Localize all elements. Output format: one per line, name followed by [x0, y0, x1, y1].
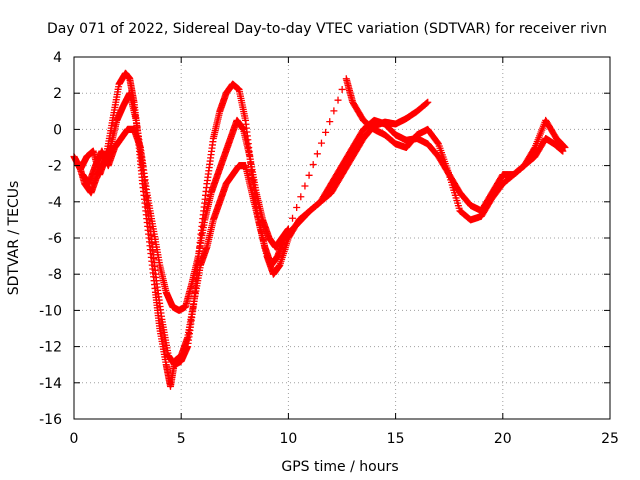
data-point: [322, 128, 330, 136]
chart-title: Day 071 of 2022, Sidereal Day-to-day VTE…: [47, 21, 607, 37]
series-track-a: [70, 69, 432, 390]
y-tick-label: -6: [48, 231, 62, 247]
y-tick-label: -4: [48, 195, 62, 211]
y-tick-label: 4: [53, 50, 62, 66]
x-tick-label: 20: [494, 431, 512, 447]
x-tick-label: 25: [601, 431, 619, 447]
x-axis-label: GPS time / hours: [281, 459, 398, 475]
x-tick-label: 10: [279, 431, 297, 447]
y-tick-label: -10: [39, 303, 62, 319]
data-point: [434, 139, 442, 147]
y-tick-label: -12: [39, 340, 62, 356]
data-point: [313, 150, 321, 158]
x-tick-label: 0: [70, 431, 79, 447]
data-point: [284, 225, 292, 233]
y-tick-label: -14: [39, 376, 62, 392]
data-point: [309, 161, 317, 169]
axis-ticks: 0 5 10 15 20 25 -16 -14 -12 -10 -8 -6 -4 -2 0 2 4: [39, 50, 619, 447]
data-point: [317, 139, 325, 147]
data-point: [305, 171, 313, 179]
y-tick-label: -2: [48, 159, 62, 175]
data-point: [293, 203, 301, 211]
x-tick-label: 15: [387, 431, 405, 447]
series-track-c: [79, 75, 569, 314]
data-point: [326, 118, 334, 126]
data-points: [70, 69, 569, 390]
y-tick-label: 0: [53, 122, 62, 138]
data-point: [530, 145, 538, 153]
data-point: [289, 214, 297, 222]
data-point: [424, 98, 432, 106]
data-point: [334, 96, 342, 104]
y-tick-label: -8: [48, 267, 62, 283]
x-tick-label: 5: [177, 431, 186, 447]
y-tick-label: 2: [53, 86, 62, 102]
data-point: [338, 85, 346, 93]
y-tick-label: -16: [39, 412, 62, 428]
data-point: [330, 107, 338, 115]
data-point: [301, 182, 309, 190]
data-point: [561, 144, 569, 151]
data-point: [297, 193, 305, 201]
y-axis-label: SDTVAR / TECUs: [6, 181, 22, 296]
